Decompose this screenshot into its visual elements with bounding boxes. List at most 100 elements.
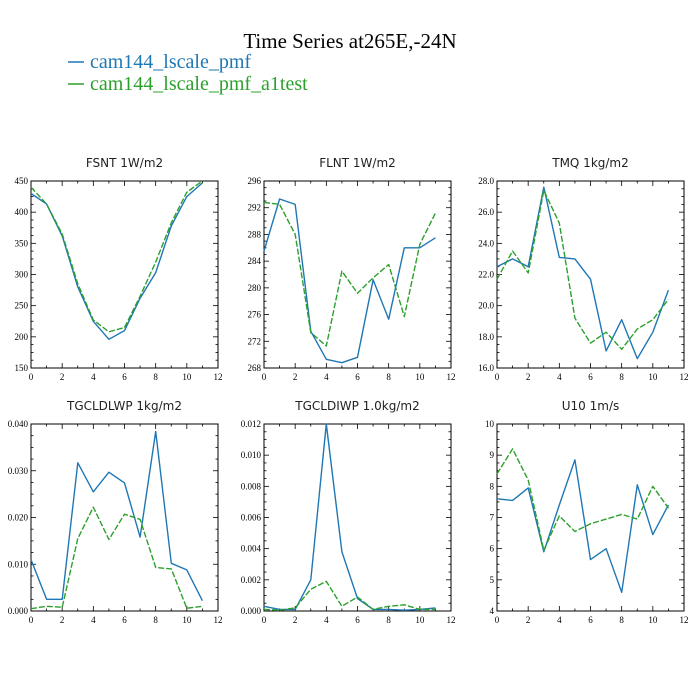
panels: FSNT 1W/m20 2 4 6 8 10 12150200250300350400450… xyxy=(8,156,689,625)
x-tick-label: 2 xyxy=(526,372,531,382)
x-tick-label: 10 xyxy=(648,372,658,382)
series-line-1 xyxy=(263,423,436,611)
panel-title: FSNT 1W/m2 xyxy=(86,156,163,170)
panel-title: U10 1m/s xyxy=(562,399,620,413)
x-tick-label: 8 xyxy=(386,372,391,382)
y-tick-label: 280 xyxy=(248,283,262,293)
x-tick-label: 0 xyxy=(262,615,267,625)
series-line-1 xyxy=(30,430,204,602)
series-line-2 xyxy=(496,448,669,551)
x-tick-label: 2 xyxy=(293,372,298,382)
x-tick-label: 12 xyxy=(680,615,689,625)
x-tick-label: 12 xyxy=(447,372,456,382)
y-tick-label: 6 xyxy=(490,544,495,554)
legend: cam144_lscale_pmf cam144_lscale_pmf_a1te… xyxy=(68,51,308,95)
x-tick-label: 6 xyxy=(355,615,360,625)
x-tick-label: 4 xyxy=(557,372,562,382)
x-tick-label: 4 xyxy=(91,615,96,625)
x-tick-label: 10 xyxy=(415,372,425,382)
y-tick-label: 0.040 xyxy=(8,419,29,429)
series-line-2 xyxy=(263,580,436,611)
y-tick-label: 296 xyxy=(248,176,262,186)
x-tick-label: 0 xyxy=(495,372,500,382)
y-tick-label: 0.008 xyxy=(241,481,262,491)
x-tick-label: 6 xyxy=(588,372,593,382)
plot-frame xyxy=(263,180,452,369)
series-line-2 xyxy=(263,201,437,347)
x-tick-label: 6 xyxy=(588,615,593,625)
panel-1: FSNT 1W/m2 0 2 4 6 8 10 12 150 200 250 300 350 400 450 xyxy=(15,156,223,382)
x-tick-label: 4 xyxy=(324,372,329,382)
panel-title: FLNT 1W/m2 xyxy=(319,156,396,170)
plot-frame xyxy=(496,423,685,612)
y-tick-label: 150 xyxy=(15,363,29,373)
y-tick-label: 200 xyxy=(15,332,29,342)
legend-entry-2: cam144_lscale_pmf_a1test xyxy=(68,73,308,95)
x-tick-label: 0 xyxy=(262,372,267,382)
plot-frame xyxy=(496,180,685,369)
series-line-2 xyxy=(30,180,203,333)
x-tick-label: 10 xyxy=(182,615,192,625)
series-line-1 xyxy=(263,198,436,364)
y-tick-label: 5 xyxy=(490,575,495,585)
panel-2: FLNT 1W/m2 0 2 4 6 8 10 12 268 272 276 280 284 288 292… xyxy=(248,156,456,382)
y-tick-label: 350 xyxy=(15,238,29,248)
x-tick-label: 4 xyxy=(91,372,96,382)
legend-label-2: cam144_lscale_pmf_a1test xyxy=(90,73,308,95)
x-tick-label: 12 xyxy=(447,615,456,625)
y-tick-label: 7 xyxy=(490,513,495,523)
y-tick-label: 26.0 xyxy=(478,207,494,217)
y-tick-label: 272 xyxy=(248,336,262,346)
panel-title: TGCLDIWP 1.0kg/m2 xyxy=(294,399,419,413)
x-tick-label: 12 xyxy=(680,372,689,382)
y-tick-label: 8 xyxy=(490,481,495,491)
y-tick-label: 16.0 xyxy=(478,363,494,373)
panel-3: TMQ 1kg/m2 0 2 4 6 8 10 12 16.0 18.0 20.0 22.0 24.0 2… xyxy=(478,156,688,382)
y-tick-label: 0.000 xyxy=(241,606,262,616)
series-line-1 xyxy=(496,459,670,593)
x-tick-label: 12 xyxy=(214,615,223,625)
series-line-1 xyxy=(30,182,203,340)
y-tick-label: 288 xyxy=(248,229,262,239)
y-tick-label: 450 xyxy=(15,176,29,186)
legend-label-1: cam144_lscale_pmf xyxy=(90,51,251,73)
y-tick-label: 22.0 xyxy=(478,270,494,280)
y-tick-label: 300 xyxy=(15,270,29,280)
x-tick-label: 8 xyxy=(619,615,624,625)
x-tick-label: 0 xyxy=(29,615,34,625)
x-tick-label: 4 xyxy=(557,615,562,625)
y-tick-label: 292 xyxy=(248,203,262,213)
x-tick-label: 2 xyxy=(293,615,298,625)
y-tick-label: 0.000 xyxy=(8,606,29,616)
panel-title: TGCLDLWP 1kg/m2 xyxy=(66,399,182,413)
x-tick-label: 10 xyxy=(415,615,425,625)
plot-frame xyxy=(30,180,219,369)
plot-frame xyxy=(30,423,219,612)
y-tick-label: 0.010 xyxy=(241,450,262,460)
y-tick-label: 18.0 xyxy=(478,332,494,342)
y-tick-label: 0.020 xyxy=(8,513,29,523)
x-tick-label: 6 xyxy=(122,372,127,382)
x-tick-label: 2 xyxy=(60,372,65,382)
y-tick-label: 4 xyxy=(490,606,495,616)
y-tick-label: 250 xyxy=(15,301,29,311)
y-tick-label: 24.0 xyxy=(478,238,494,248)
x-tick-label: 4 xyxy=(324,615,329,625)
y-tick-label: 28.0 xyxy=(478,176,494,186)
y-tick-label: 0.010 xyxy=(8,559,29,569)
x-tick-label: 12 xyxy=(214,372,223,382)
x-tick-label: 8 xyxy=(386,615,391,625)
panel-6: U10 1m/s 0 2 4 6 8 10 12 4 5 6 7 8 9 10 xyxy=(485,399,689,625)
y-tick-label: 268 xyxy=(248,363,262,373)
y-tick-label: 276 xyxy=(248,310,262,320)
plot-frame xyxy=(263,423,452,612)
x-tick-label: 6 xyxy=(122,615,127,625)
y-tick-label: 20.0 xyxy=(478,301,494,311)
y-tick-label: 10 xyxy=(485,419,495,429)
panel-5: TGCLDIWP 1.0kg/m2 0 2 4 6 8 10 12 0.000 0.002 0.00… xyxy=(241,399,456,625)
figure-title: Time Series at265E,-24N xyxy=(243,29,456,53)
series-line-2 xyxy=(496,189,669,350)
series-line-2 xyxy=(30,506,203,610)
y-tick-label: 284 xyxy=(248,256,262,266)
